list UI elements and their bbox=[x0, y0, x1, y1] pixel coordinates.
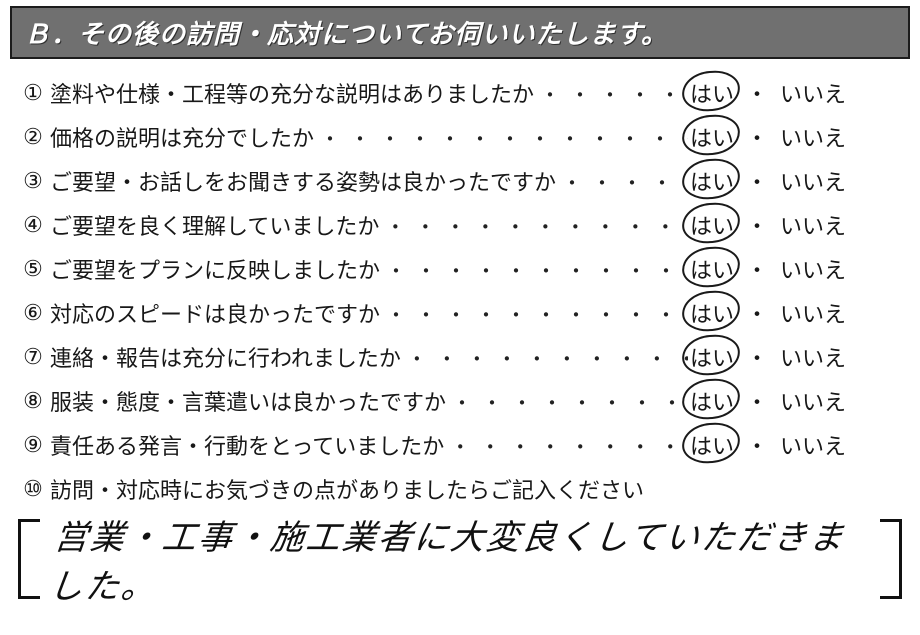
question-text: 服装・態度・言葉遣いは良かったですか bbox=[50, 385, 452, 417]
question-text: 塗料や仕様・工程等の充分な説明はありましたか bbox=[50, 77, 540, 109]
answer-separator: ・ bbox=[742, 121, 772, 153]
question-row: ②価格の説明は充分でしたか・・・・・・・・・・・・・・・・・・・・はい・いいえ bbox=[16, 115, 904, 159]
bracket-right bbox=[880, 519, 902, 599]
question-text: 連絡・報告は充分に行われましたか bbox=[50, 341, 407, 373]
answer-no[interactable]: いいえ bbox=[778, 77, 848, 109]
question-text: 訪問・対応時にお気づきの点がありましたらご記入ください bbox=[50, 473, 904, 505]
answer-group: はい・いいえ bbox=[688, 297, 904, 329]
answer-yes[interactable]: はい bbox=[688, 253, 736, 285]
leader-dots: ・・・・・・・・・・・・・・・・・・・・ bbox=[450, 431, 688, 460]
leader-dots: ・・・・・・・・・・・・・・・・・・・・ bbox=[407, 343, 688, 372]
leader-dots: ・・・・・・・・・・・・・・・・・・・・ bbox=[320, 123, 688, 152]
answer-separator: ・ bbox=[742, 341, 772, 373]
answer-no[interactable]: いいえ bbox=[778, 209, 848, 241]
answer-group: はい・いいえ bbox=[688, 429, 904, 461]
leader-dots: ・・・・・・・・・・・・・・・・・・・・ bbox=[562, 167, 688, 196]
answer-no[interactable]: いいえ bbox=[778, 385, 848, 417]
question-row: ③ご要望・お話しをお聞きする姿勢は良かったですか・・・・・・・・・・・・・・・・… bbox=[16, 159, 904, 203]
question-row: ⑩訪問・対応時にお気づきの点がありましたらご記入ください bbox=[16, 467, 904, 511]
question-text: ご要望・お話しをお聞きする姿勢は良かったですか bbox=[50, 165, 562, 197]
answer-yes[interactable]: はい bbox=[688, 341, 736, 373]
answer-separator: ・ bbox=[742, 165, 772, 197]
answer-yes[interactable]: はい bbox=[688, 297, 736, 329]
answer-separator: ・ bbox=[742, 209, 772, 241]
question-number: ⑩ bbox=[16, 476, 50, 502]
answer-group: はい・いいえ bbox=[688, 165, 904, 197]
handwritten-comment: 営業・工事・施工業者に大変良くしていただきました。 bbox=[49, 527, 872, 591]
leader-dots: ・・・・・・・・・・・・・・・・・・・・ bbox=[385, 211, 688, 240]
answer-group: はい・いいえ bbox=[688, 385, 904, 417]
question-row: ⑨責任ある発言・行動をとっていましたか・・・・・・・・・・・・・・・・・・・・は… bbox=[16, 423, 904, 467]
question-text: 対応のスピードは良かったですか bbox=[50, 297, 386, 329]
leader-dots: ・・・・・・・・・・・・・・・・・・・・ bbox=[386, 255, 688, 284]
answer-group: はい・いいえ bbox=[688, 121, 904, 153]
question-row: ⑧服装・態度・言葉遣いは良かったですか・・・・・・・・・・・・・・・・・・・・は… bbox=[16, 379, 904, 423]
answer-yes[interactable]: はい bbox=[688, 385, 736, 417]
questionnaire-list: ①塗料や仕様・工程等の充分な説明はありましたか・・・・・・・・・・・・・・・・・… bbox=[0, 67, 920, 511]
question-number: ⑤ bbox=[16, 256, 50, 282]
answer-no[interactable]: いいえ bbox=[778, 121, 848, 153]
answer-group: はい・いいえ bbox=[688, 253, 904, 285]
question-text: ご要望をプランに反映しましたか bbox=[50, 253, 386, 285]
leader-dots: ・・・・・・・・・・・・・・・・・・・・ bbox=[452, 387, 688, 416]
answer-no[interactable]: いいえ bbox=[778, 341, 848, 373]
question-number: ① bbox=[16, 80, 50, 106]
answer-no[interactable]: いいえ bbox=[778, 165, 848, 197]
question-row: ④ご要望を良く理解していましたか・・・・・・・・・・・・・・・・・・・・はい・い… bbox=[16, 203, 904, 247]
answer-yes[interactable]: はい bbox=[688, 121, 736, 153]
answer-separator: ・ bbox=[742, 77, 772, 109]
section-header: Ｂ．その後の訪問・応対についてお伺いいたします。 bbox=[10, 6, 910, 59]
answer-yes[interactable]: はい bbox=[688, 429, 736, 461]
answer-no[interactable]: いいえ bbox=[778, 253, 848, 285]
question-text: ご要望を良く理解していましたか bbox=[50, 209, 385, 241]
question-number: ⑨ bbox=[16, 432, 50, 458]
answer-no[interactable]: いいえ bbox=[778, 429, 848, 461]
question-row: ①塗料や仕様・工程等の充分な説明はありましたか・・・・・・・・・・・・・・・・・… bbox=[16, 71, 904, 115]
answer-group: はい・いいえ bbox=[688, 77, 904, 109]
leader-dots: ・・・・・・・・・・・・・・・・・・・・ bbox=[540, 79, 688, 108]
answer-yes[interactable]: はい bbox=[688, 209, 736, 241]
question-row: ⑥対応のスピードは良かったですか・・・・・・・・・・・・・・・・・・・・はい・い… bbox=[16, 291, 904, 335]
leader-dots: ・・・・・・・・・・・・・・・・・・・・ bbox=[386, 299, 688, 328]
answer-yes[interactable]: はい bbox=[688, 77, 736, 109]
answer-separator: ・ bbox=[742, 297, 772, 329]
question-row: ⑤ご要望をプランに反映しましたか・・・・・・・・・・・・・・・・・・・・はい・い… bbox=[16, 247, 904, 291]
question-number: ④ bbox=[16, 212, 50, 238]
question-text: 責任ある発言・行動をとっていましたか bbox=[50, 429, 450, 461]
bracket-left bbox=[18, 519, 40, 599]
question-row: ⑦連絡・報告は充分に行われましたか・・・・・・・・・・・・・・・・・・・・はい・… bbox=[16, 335, 904, 379]
question-number: ⑦ bbox=[16, 344, 50, 370]
freeform-answer-box: 営業・工事・施工業者に大変良くしていただきました。 bbox=[18, 517, 902, 601]
answer-separator: ・ bbox=[742, 429, 772, 461]
answer-yes[interactable]: はい bbox=[688, 165, 736, 197]
answer-separator: ・ bbox=[742, 385, 772, 417]
question-number: ② bbox=[16, 124, 50, 150]
answer-no[interactable]: いいえ bbox=[778, 297, 848, 329]
question-number: ③ bbox=[16, 168, 50, 194]
answer-group: はい・いいえ bbox=[688, 209, 904, 241]
question-number: ⑧ bbox=[16, 388, 50, 414]
question-number: ⑥ bbox=[16, 300, 50, 326]
answer-separator: ・ bbox=[742, 253, 772, 285]
question-text: 価格の説明は充分でしたか bbox=[50, 121, 320, 153]
answer-group: はい・いいえ bbox=[688, 341, 904, 373]
